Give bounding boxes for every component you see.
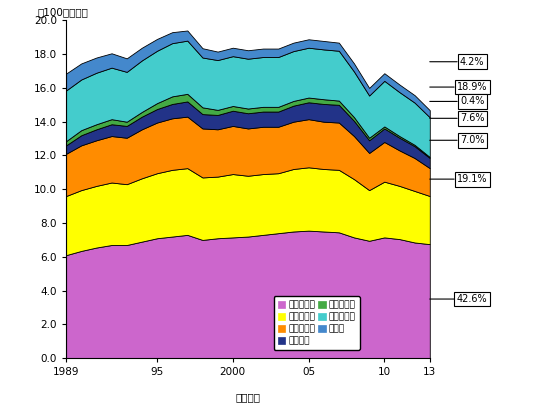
Text: 42.6%: 42.6% <box>430 294 488 304</box>
Text: 18.9%: 18.9% <box>430 82 488 92</box>
Text: 0.4%: 0.4% <box>430 96 484 106</box>
Text: 4.2%: 4.2% <box>430 57 484 67</box>
Text: 7.0%: 7.0% <box>430 135 484 145</box>
Text: （100万トン）: （100万トン） <box>37 7 88 17</box>
Text: 19.1%: 19.1% <box>430 174 488 184</box>
Legend: 家庭業務用, 一般工業用, 都市ガス用, 自動車用, 大口鉄鉰用, 化学原料用, 電力用: 家庭業務用, 一般工業用, 都市ガス用, 自動車用, 大口鉄鉰用, 化学原料用,… <box>273 296 360 350</box>
Text: 7.6%: 7.6% <box>430 113 484 123</box>
Text: （年度）: （年度） <box>235 392 261 402</box>
